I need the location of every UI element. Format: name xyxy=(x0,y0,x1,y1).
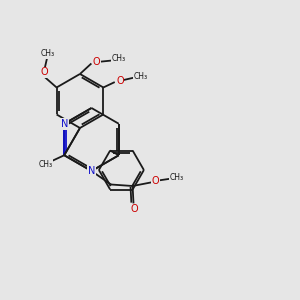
Text: CH₃: CH₃ xyxy=(169,173,184,182)
Text: O: O xyxy=(116,76,124,85)
Text: O: O xyxy=(41,68,48,77)
Text: O: O xyxy=(130,204,138,214)
Text: CH₃: CH₃ xyxy=(111,55,125,64)
Text: O: O xyxy=(152,176,160,186)
Text: CH₃: CH₃ xyxy=(133,72,147,81)
Text: N: N xyxy=(88,166,95,176)
Text: CH₃: CH₃ xyxy=(40,49,55,58)
Text: CH₃: CH₃ xyxy=(38,160,52,169)
Text: N: N xyxy=(61,119,68,129)
Text: O: O xyxy=(93,57,100,67)
